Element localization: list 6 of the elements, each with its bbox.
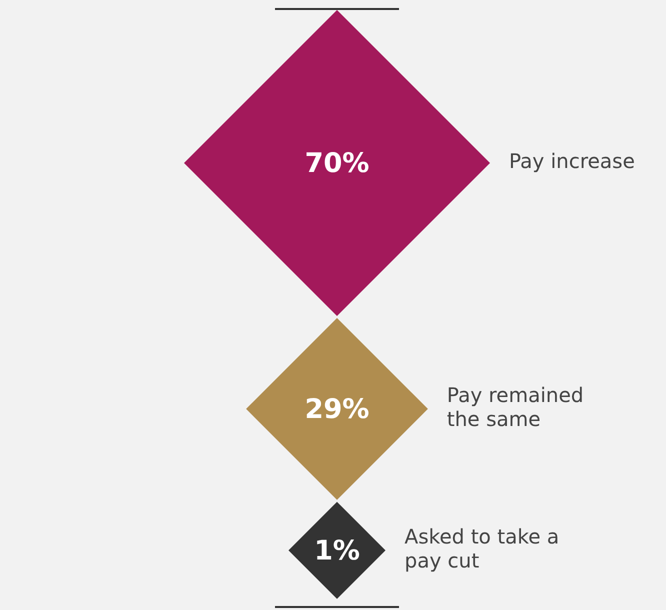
data-label: 29% xyxy=(304,394,370,425)
category-label: Pay remained the same xyxy=(446,383,584,432)
category-label: Pay increase xyxy=(509,149,635,174)
category-label: Asked to take a pay cut xyxy=(404,524,560,573)
data-label: 70% xyxy=(304,148,370,180)
data-label: 1% xyxy=(314,535,360,566)
